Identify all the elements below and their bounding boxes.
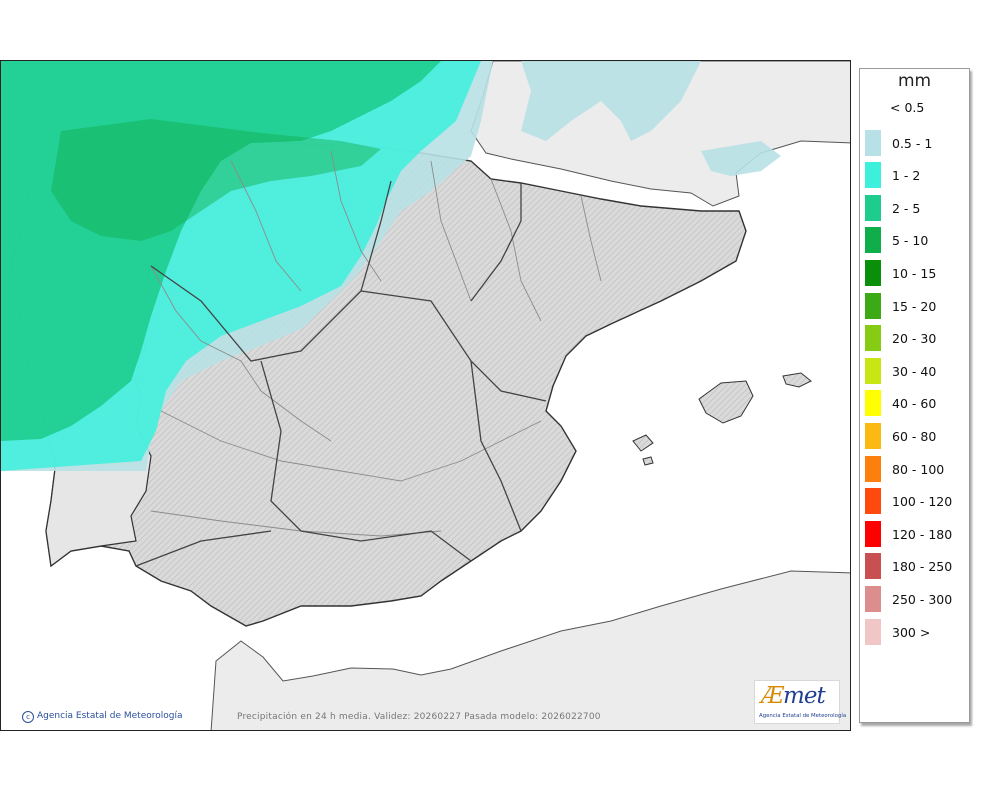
legend-swatch — [865, 357, 881, 384]
map-canvas — [1, 61, 850, 730]
precip-band-0.5-1-north — [521, 61, 701, 141]
legend-label: 60 - 80 — [892, 429, 937, 444]
precip-band-2-5 — [1, 61, 441, 441]
legend-item: 40 - 60 — [863, 390, 967, 417]
copyright-text: Agencia Estatal de Meteorología — [37, 711, 183, 721]
legend-swatch — [865, 162, 881, 189]
legend-item: 15 - 20 — [863, 292, 967, 319]
legend-swatch — [865, 194, 881, 221]
legend-item: 30 - 40 — [863, 357, 967, 384]
legend-item: 5 - 10 — [863, 227, 967, 254]
legend-label: 120 - 180 — [892, 526, 953, 542]
legend-swatch — [865, 129, 881, 156]
legend-swatch — [865, 553, 881, 580]
legend-swatch — [865, 586, 881, 612]
legend-label: 10 - 15 — [892, 266, 937, 281]
legend-label: 1 - 2 — [892, 168, 921, 184]
legend-item: 2 - 5 — [863, 194, 967, 221]
legend-swatch — [865, 423, 881, 449]
legend-item: 250 - 300 — [863, 586, 967, 612]
africa-land — [210, 570, 850, 730]
legend-label: 40 - 60 — [892, 396, 937, 412]
legend-swatch — [865, 618, 881, 645]
legend-swatch — [865, 292, 881, 319]
legend-panel: mm < 0.5 0.5 - 1 1 - 2 2 - 5 5 - 10 10 - 15 15… — [859, 68, 970, 723]
legend-label: 0.5 - 1 — [892, 135, 933, 151]
legend-item: 80 - 100 — [863, 455, 967, 482]
legend-swatch — [865, 227, 881, 254]
precip-band-0.5-1-ne — [701, 141, 781, 176]
legend-swatch — [865, 488, 881, 515]
legend-label: 5 - 10 — [892, 233, 929, 249]
legend-label: 2 - 5 — [892, 200, 921, 216]
aemet-logo: Æmet Agencia Estatal de Meteorología — [754, 680, 846, 724]
menorca — [782, 372, 812, 388]
map-footer: Precipitación en 24 h media. Validez: 20… — [237, 712, 601, 722]
legend-swatch — [865, 390, 881, 417]
legend-swatch — [865, 97, 881, 123]
legend-swatch — [865, 260, 881, 286]
mallorca — [698, 380, 754, 424]
legend-label: 250 - 300 — [892, 592, 953, 607]
legend-label: 80 - 100 — [892, 461, 945, 477]
legend-item: 10 - 15 — [863, 260, 967, 286]
copyright-credit: c Agencia Estatal de Meteorología — [22, 711, 183, 723]
legend-label: 15 - 20 — [892, 298, 937, 314]
logo-wordmark: Æmet — [761, 683, 826, 709]
formentera — [642, 456, 654, 466]
legend-item: 100 - 120 — [863, 488, 967, 515]
copyright-icon: c — [22, 711, 34, 723]
ibiza — [632, 434, 654, 452]
legend-item: 0.5 - 1 — [863, 129, 967, 156]
legend-label: 180 - 250 — [892, 559, 953, 575]
legend-label: 20 - 30 — [892, 331, 937, 347]
legend-item: 120 - 180 — [863, 520, 967, 547]
legend-item: 1 - 2 — [863, 162, 967, 189]
legend-swatch — [865, 325, 881, 352]
legend-swatch — [865, 520, 881, 547]
legend-label: < 0.5 — [890, 100, 925, 115]
legend-item: < 0.5 — [863, 97, 967, 123]
legend-item: 60 - 80 — [863, 423, 967, 449]
legend-item: 20 - 30 — [863, 325, 967, 352]
logo-subtitle: Agencia Estatal de Meteorología — [759, 713, 847, 719]
legend-item: 300 > — [863, 618, 967, 645]
community-boundaries — [135, 180, 547, 567]
legend-label: 300 > — [892, 624, 931, 640]
legend-label: 100 - 120 — [892, 494, 953, 510]
precipitation-map — [0, 60, 851, 731]
precip-band-5-10 — [51, 119, 381, 241]
legend-unit: mm — [897, 71, 932, 91]
legend-label: 30 - 40 — [892, 363, 937, 379]
legend-swatch — [865, 455, 881, 482]
legend-item: 180 - 250 — [863, 553, 967, 580]
